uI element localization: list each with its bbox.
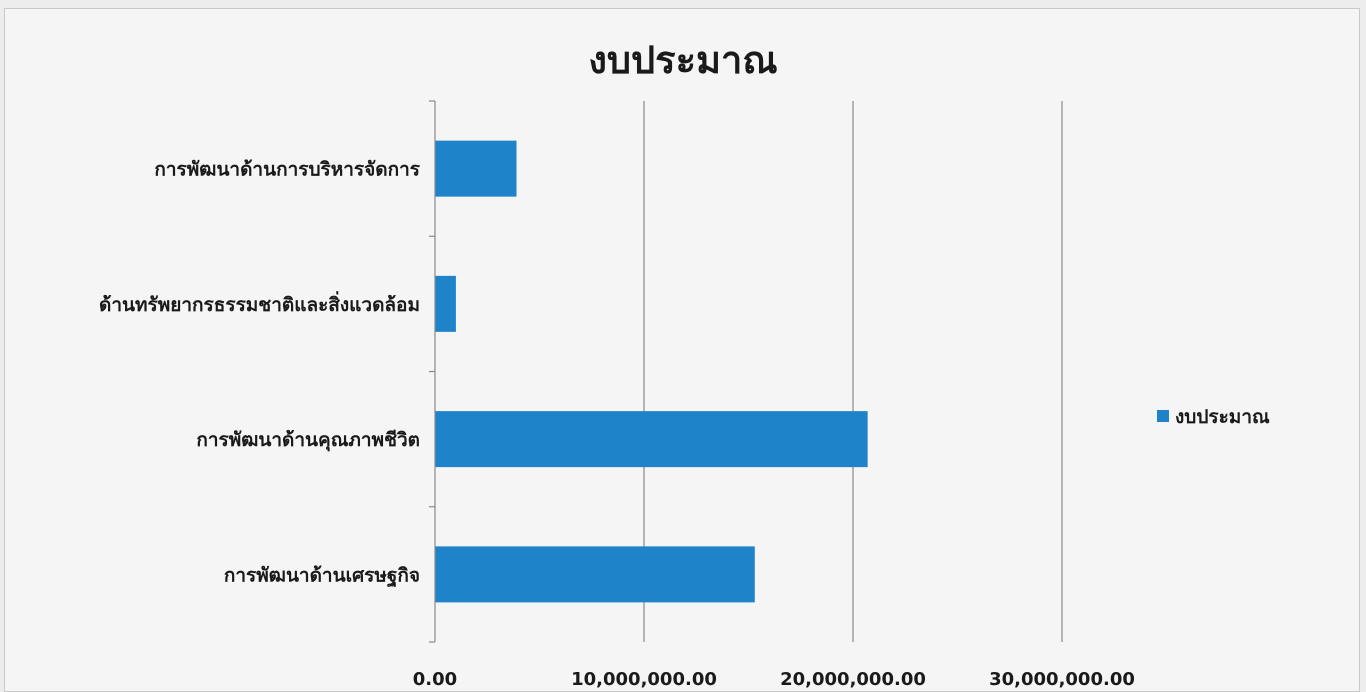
x-tick-label: 20,000,000.00 xyxy=(780,669,926,690)
bar[interactable] xyxy=(435,546,755,603)
x-tick-label: 0.00 xyxy=(413,669,457,690)
legend-swatch xyxy=(1157,410,1169,422)
category-axis xyxy=(429,100,436,643)
category-label: การพัฒนาด้านการบริหารจัดการ xyxy=(154,159,420,181)
bar[interactable] xyxy=(435,275,456,332)
bar[interactable] xyxy=(435,140,517,197)
value-tick-labels: 0.00 10,000,000.00 20,000,000.00 30,000,000… xyxy=(413,669,1135,690)
legend[interactable]: งบประมาณ xyxy=(1157,406,1270,428)
x-tick-label: 10,000,000.00 xyxy=(571,669,717,690)
chart-title: งบประมาณ xyxy=(588,38,777,82)
category-label: ด้านทรัพยากรธรรมชาติและสิ่งแวดล้อม xyxy=(99,291,420,316)
bars xyxy=(435,140,868,603)
category-label: การพัฒนาด้านเศรษฐกิจ xyxy=(224,564,420,588)
bar[interactable] xyxy=(435,411,868,468)
category-label: การพัฒนาด้านคุณภาพชีวิต xyxy=(196,429,420,452)
legend-label: งบประมาณ xyxy=(1175,406,1270,428)
category-labels: การพัฒนาด้านการบริหารจัดการด้านทรัพยากรธ… xyxy=(99,159,421,589)
x-tick-label: 30,000,000.00 xyxy=(989,669,1135,690)
